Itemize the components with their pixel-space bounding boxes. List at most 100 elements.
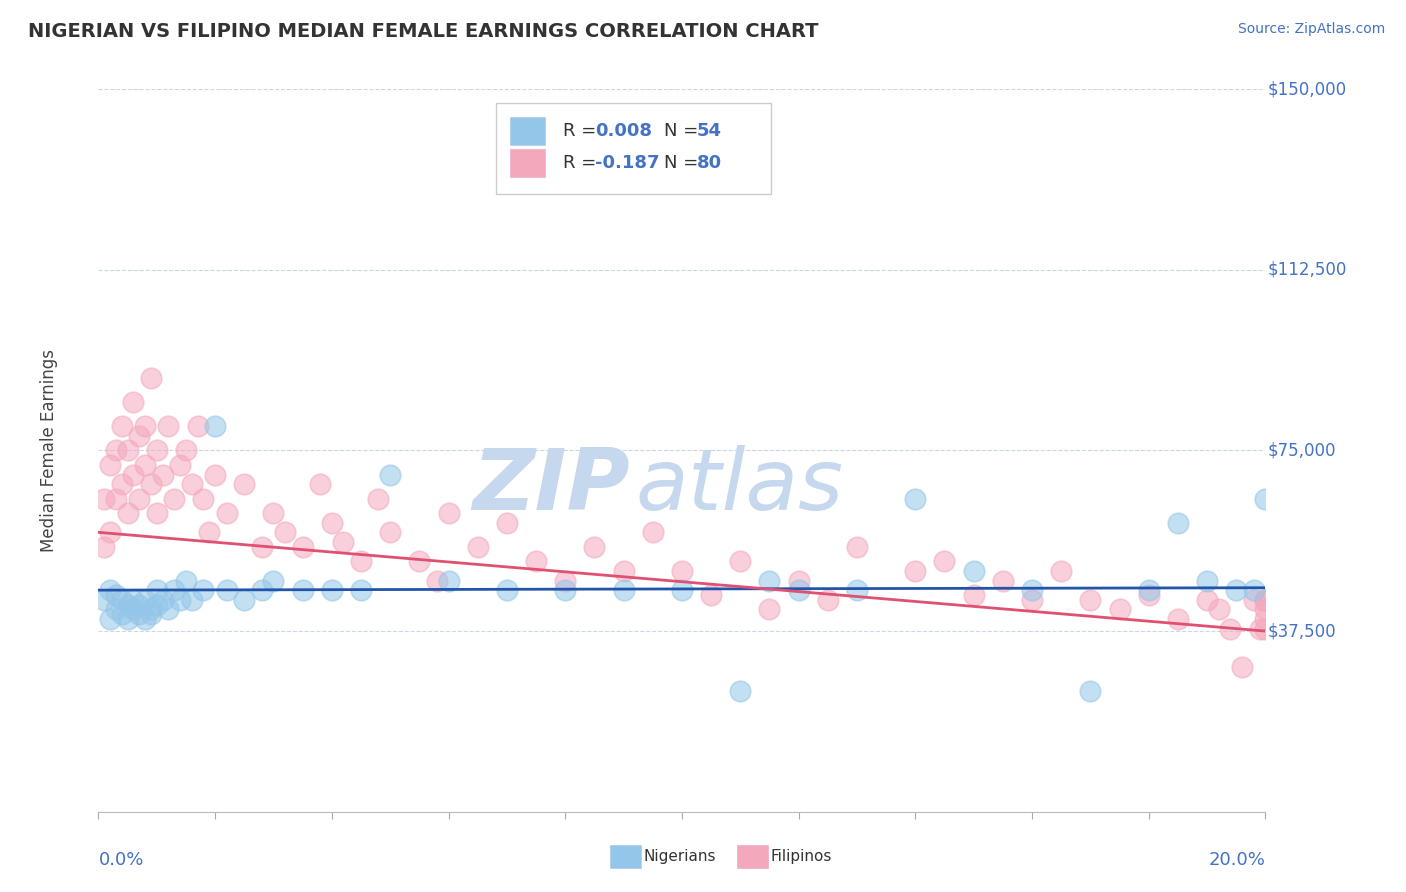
Point: [467, 540, 489, 554]
Point: [671, 564, 693, 578]
Point: [321, 516, 343, 530]
Text: NIGERIAN VS FILIPINO MEDIAN FEMALE EARNINGS CORRELATION CHART: NIGERIAN VS FILIPINO MEDIAN FEMALE EARNI…: [28, 22, 818, 41]
Point: [846, 540, 869, 554]
Point: [380, 467, 402, 482]
Point: [1225, 583, 1247, 598]
Point: [193, 583, 215, 598]
Point: [169, 458, 191, 472]
Point: [104, 602, 127, 616]
Point: [350, 583, 373, 598]
Point: [134, 592, 156, 607]
Text: N =: N =: [664, 154, 704, 172]
Point: [117, 506, 139, 520]
Point: [180, 477, 202, 491]
Text: 0.008: 0.008: [595, 122, 652, 140]
Point: [730, 684, 752, 698]
Point: [1080, 592, 1102, 607]
Point: [332, 535, 354, 549]
Point: [169, 592, 191, 607]
Point: [93, 592, 115, 607]
Point: [612, 564, 634, 578]
Point: [98, 583, 121, 598]
Point: [583, 540, 606, 554]
Point: [787, 583, 810, 598]
Point: [134, 458, 156, 472]
Point: [437, 506, 460, 520]
Point: [128, 607, 150, 622]
Point: [1021, 583, 1043, 598]
Point: [104, 443, 127, 458]
Point: [437, 574, 460, 588]
Point: [139, 371, 162, 385]
Point: [111, 592, 134, 607]
Point: [233, 477, 256, 491]
Point: [496, 583, 519, 598]
Point: [98, 525, 121, 540]
Point: [163, 491, 186, 506]
Text: $75,000: $75,000: [1268, 442, 1336, 459]
Point: [962, 588, 984, 602]
Text: ZIP: ZIP: [472, 445, 630, 528]
Point: [146, 598, 169, 612]
Point: [1021, 592, 1043, 607]
Point: [111, 607, 134, 622]
Point: [1195, 592, 1218, 607]
Point: [700, 588, 723, 602]
Text: 80: 80: [696, 154, 721, 172]
Point: [122, 467, 145, 482]
Point: [187, 419, 209, 434]
Point: [93, 540, 115, 554]
Point: [122, 395, 145, 409]
Point: [128, 429, 150, 443]
Point: [111, 419, 134, 434]
Point: [1254, 592, 1277, 607]
Point: [991, 574, 1014, 588]
Point: [1254, 612, 1277, 626]
Point: [758, 574, 780, 588]
Point: [117, 612, 139, 626]
Point: [122, 602, 145, 616]
Point: [250, 540, 273, 554]
Point: [1254, 602, 1277, 616]
Point: [163, 583, 186, 598]
Point: [904, 491, 927, 506]
Point: [1249, 622, 1271, 636]
Point: [152, 467, 174, 482]
Point: [1243, 583, 1265, 598]
Text: N =: N =: [664, 122, 704, 140]
Point: [1230, 660, 1253, 674]
Text: Filipinos: Filipinos: [770, 849, 832, 863]
Point: [1137, 583, 1160, 598]
Point: [134, 612, 156, 626]
Point: [174, 574, 197, 588]
Point: [134, 419, 156, 434]
Point: [1167, 516, 1189, 530]
Point: [93, 491, 115, 506]
Point: [817, 592, 839, 607]
Point: [426, 574, 449, 588]
Point: [524, 554, 547, 568]
Point: [146, 583, 169, 598]
Point: [98, 458, 121, 472]
Text: R =: R =: [562, 154, 602, 172]
Point: [1254, 491, 1277, 506]
Point: [846, 583, 869, 598]
Point: [1195, 574, 1218, 588]
Point: [1219, 622, 1241, 636]
Point: [139, 607, 162, 622]
Point: [233, 592, 256, 607]
Point: [641, 525, 664, 540]
Text: atlas: atlas: [636, 445, 844, 528]
Point: [1208, 602, 1230, 616]
Point: [146, 506, 169, 520]
Point: [104, 588, 127, 602]
Point: [1254, 592, 1277, 607]
Point: [215, 506, 238, 520]
Point: [309, 477, 332, 491]
Point: [204, 419, 226, 434]
Point: [291, 583, 314, 598]
Text: Median Female Earnings: Median Female Earnings: [41, 349, 59, 552]
Point: [117, 443, 139, 458]
Point: [215, 583, 238, 598]
Point: [250, 583, 273, 598]
